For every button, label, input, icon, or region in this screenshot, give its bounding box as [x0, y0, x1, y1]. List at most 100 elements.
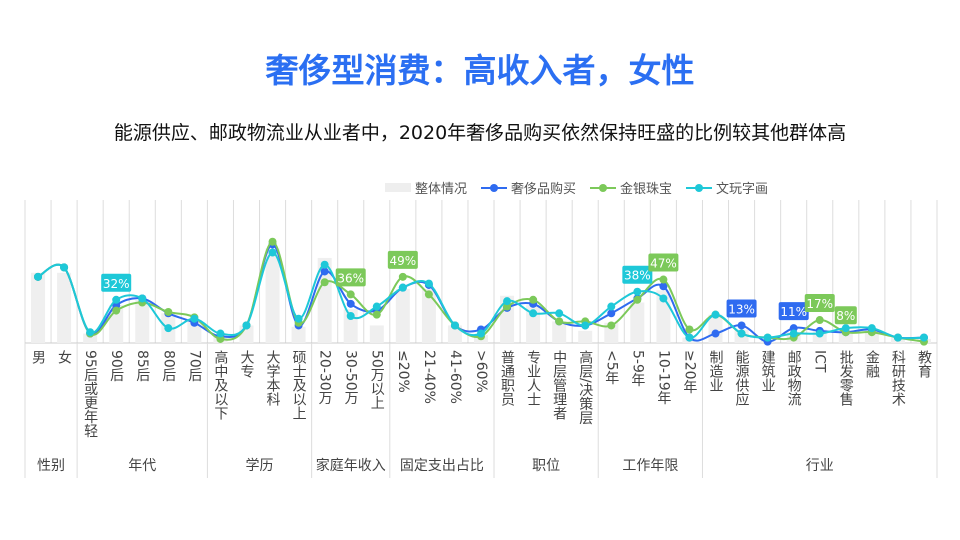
data-label-box: [834, 306, 857, 325]
data-point: [737, 321, 746, 330]
data-point: [372, 302, 381, 311]
legend-swatch: [590, 183, 617, 192]
data-label-box: [387, 250, 418, 269]
data-point: [685, 325, 694, 334]
bar: [395, 289, 410, 343]
data-label: 47%: [650, 257, 677, 271]
x-tick-label: 50万以上: [368, 350, 385, 410]
data-point: [346, 290, 355, 299]
data-label-box: [648, 253, 679, 272]
data-point: [867, 324, 876, 333]
legend-item[interactable]: 金银珠宝: [590, 178, 672, 197]
data-label-box: [101, 273, 132, 292]
x-tick-label: 建筑业: [759, 350, 776, 392]
data-point: [919, 333, 928, 342]
data-point: [372, 310, 381, 319]
legend-label: 整体情况: [415, 182, 468, 197]
legend-item[interactable]: 整体情况: [385, 178, 467, 197]
data-point: [346, 312, 355, 320]
x-tick-label: 大学本科: [264, 350, 281, 406]
data-point: [763, 333, 772, 342]
group-label: 职位: [532, 458, 561, 474]
x-tick-label: 41-60%: [446, 350, 463, 404]
x-tick-label: 女: [56, 350, 73, 364]
x-tick-label: 大专: [238, 350, 255, 378]
x-tick-label: 95后或更年轻: [82, 350, 99, 438]
data-label-box: [335, 268, 366, 287]
bar: [447, 325, 462, 343]
data-label-box: [726, 299, 757, 318]
data-point: [633, 287, 642, 296]
data-label: 11%: [780, 305, 807, 319]
data-point: [164, 307, 173, 316]
x-tick-label: 90后: [108, 350, 125, 382]
data-point: [268, 248, 277, 257]
bar: [578, 330, 593, 343]
legend-item[interactable]: 奢侈品购买: [481, 178, 576, 197]
data-point: [294, 314, 303, 323]
data-point: [320, 278, 329, 287]
bar: [187, 320, 202, 343]
bar: [552, 321, 567, 343]
data-point: [216, 329, 225, 338]
data-label-box: [804, 294, 835, 313]
x-tick-label: 教育: [915, 350, 932, 378]
legend-label: 文玩字画: [716, 182, 769, 197]
legend-label: 奢侈品购买: [511, 182, 577, 197]
data-point: [529, 309, 538, 318]
bar: [265, 248, 280, 343]
data-point: [398, 283, 407, 292]
data-point: [503, 297, 512, 306]
x-tick-label: 70后: [186, 350, 203, 382]
x-tick-label: >60%: [472, 350, 489, 393]
x-tick-label: 专业人士: [525, 350, 542, 406]
group-label: 行业: [805, 458, 834, 474]
x-tick-label: 20-30万: [316, 350, 333, 405]
data-point: [659, 275, 668, 284]
x-tick-label: 邮政物流: [785, 350, 802, 406]
x-tick-label: 85后: [134, 350, 151, 382]
group-label: 年代: [128, 458, 157, 474]
x-tick-label: 普通职员: [499, 350, 516, 406]
x-tick-label: 能源供应: [733, 350, 750, 406]
x-tick-label: 21-40%: [420, 350, 437, 404]
data-point: [398, 272, 407, 281]
bar: [135, 299, 150, 343]
x-tick-label: 金融: [863, 350, 880, 378]
data-label-box: [622, 265, 653, 284]
data-point: [815, 316, 824, 325]
legend-swatch: [686, 183, 713, 192]
x-tick-label: ICT: [811, 350, 828, 373]
legend-item[interactable]: 文玩字画: [686, 178, 768, 197]
data-label: 38%: [624, 269, 651, 283]
x-tick-label: 10-19年: [655, 350, 672, 405]
x-tick-label: ≤20%: [394, 350, 411, 393]
group-label: 家庭年收入: [315, 458, 386, 474]
data-point: [893, 333, 902, 342]
data-point: [112, 295, 121, 304]
bar: [57, 272, 72, 343]
data-point: [320, 260, 329, 269]
data-point: [607, 309, 616, 318]
data-point: [659, 294, 668, 303]
bar: [838, 332, 853, 343]
legend-label: 金银珠宝: [620, 182, 673, 197]
bar: [369, 325, 384, 343]
data-point: [711, 329, 720, 338]
data-point: [112, 306, 121, 315]
x-tick-label: 高中及以下: [212, 350, 229, 420]
x-tick-label: 科研技术: [889, 350, 906, 406]
data-label: 49%: [389, 254, 416, 268]
data-point: [424, 279, 433, 288]
bar: [421, 289, 436, 343]
x-tick-label: 高层/决策层: [577, 350, 594, 425]
x-tick-label: ≥20年: [681, 350, 698, 394]
data-label-box: [778, 302, 809, 321]
data-point: [346, 299, 355, 308]
data-point: [242, 321, 251, 330]
data-point: [86, 328, 95, 337]
group-label: 工作年限: [622, 458, 679, 474]
data-point: [555, 309, 564, 318]
bar: [604, 322, 619, 343]
data-point: [34, 272, 43, 281]
